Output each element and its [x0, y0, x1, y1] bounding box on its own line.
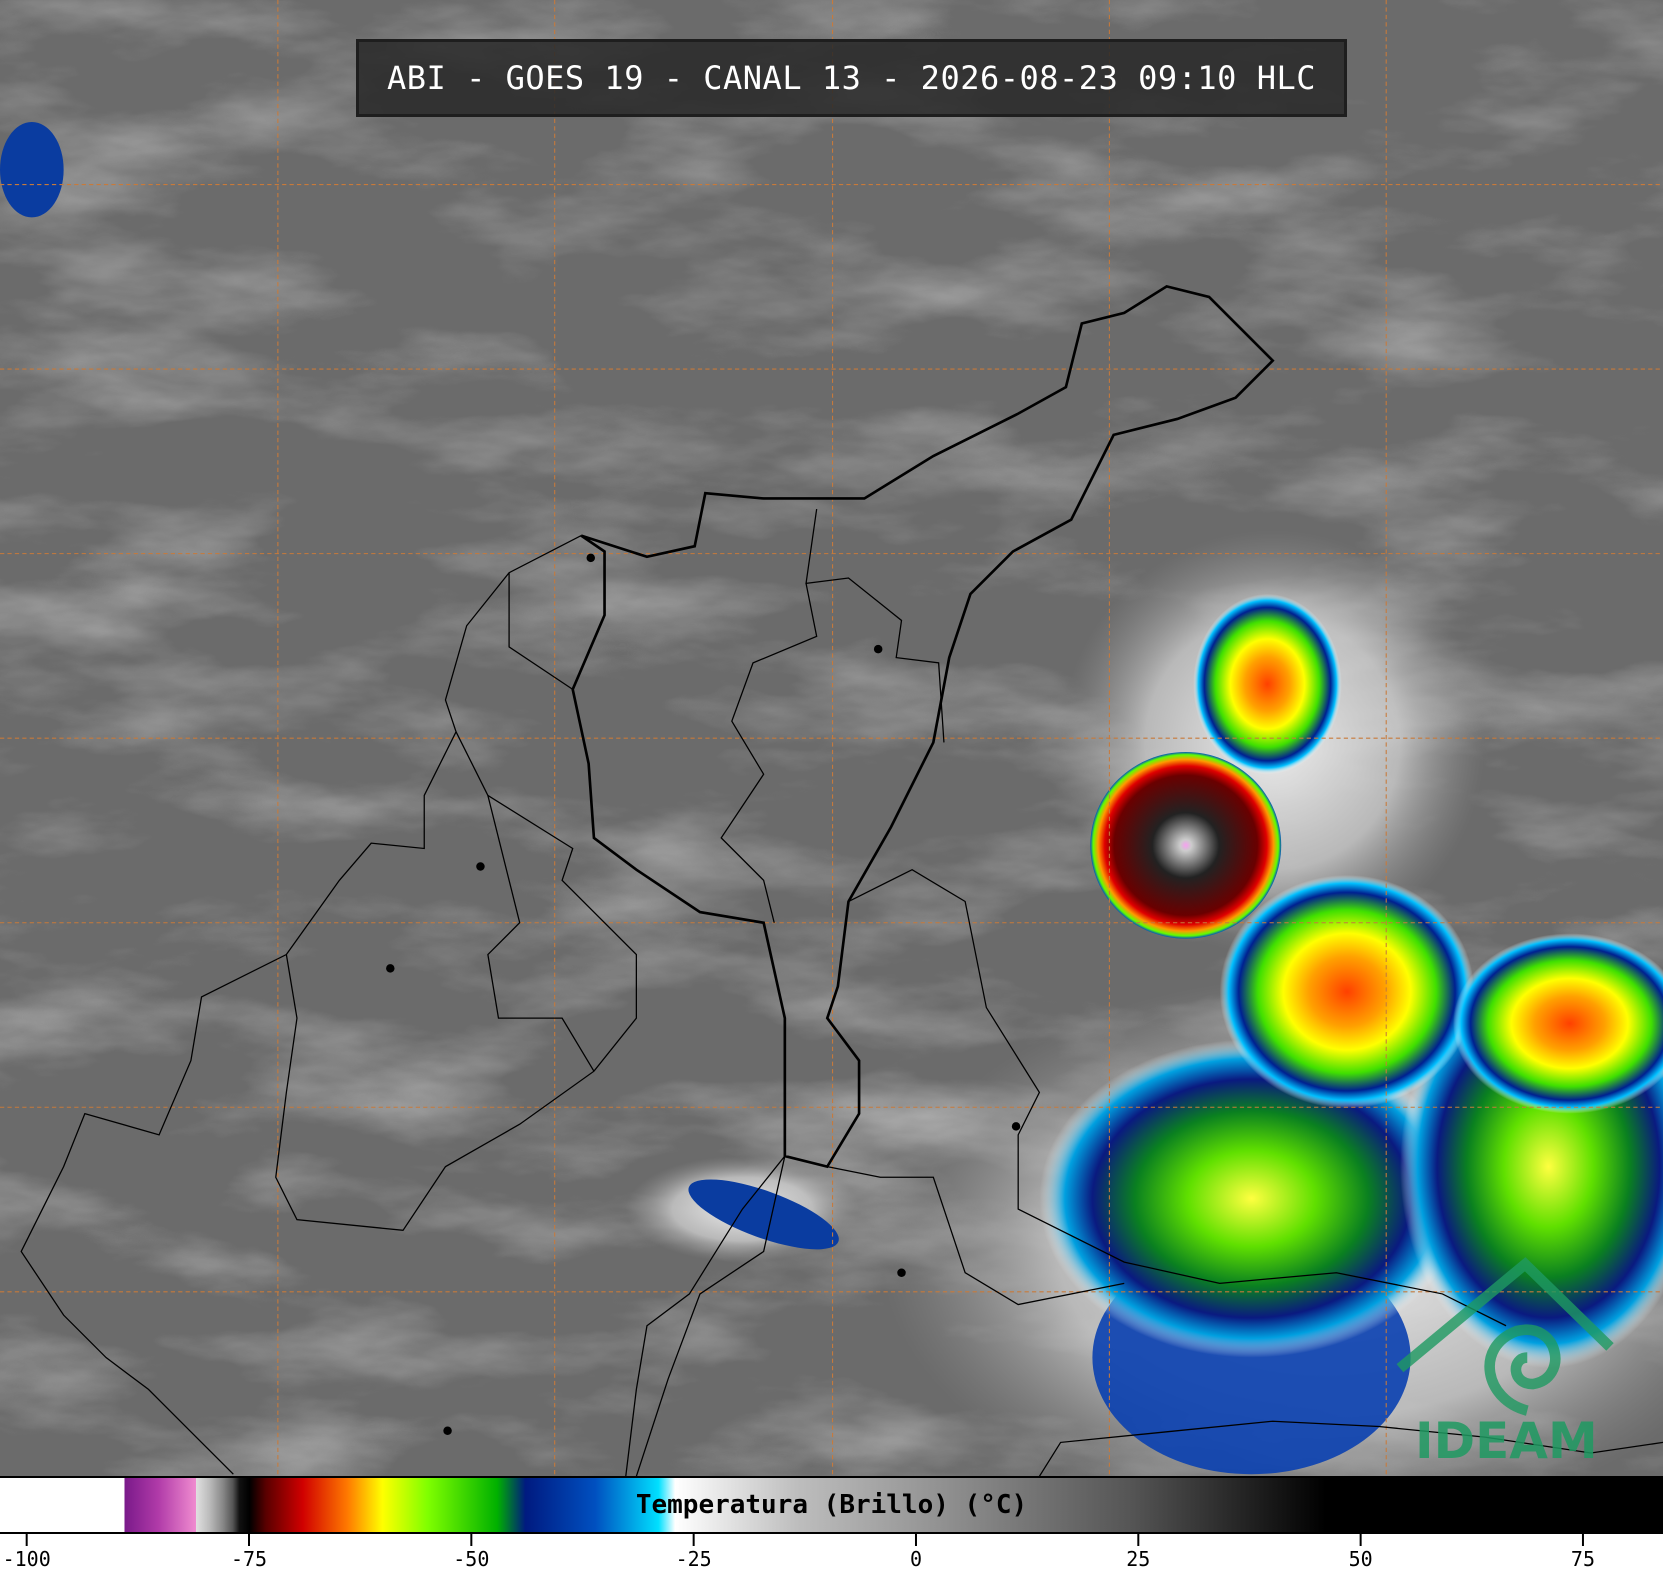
graticule	[0, 0, 1663, 1476]
map-layers	[0, 0, 1663, 1476]
tick-label: -50	[453, 1547, 489, 1571]
storm-cell	[0, 121, 64, 218]
storm-cell	[1193, 593, 1342, 775]
storm-cell	[688, 1179, 839, 1250]
boundaries	[20, 284, 1663, 1476]
tick-label: -25	[676, 1547, 712, 1571]
tick-label: 50	[1349, 1547, 1373, 1571]
tick-label: -100	[3, 1547, 51, 1571]
title: ABI - GOES 19 - CANAL 13 - 2026-08-23 09…	[387, 59, 1316, 97]
city-markers	[386, 553, 1021, 1435]
tick-label: -75	[231, 1547, 267, 1571]
title-banner: ABI - GOES 19 - CANAL 13 - 2026-08-23 09…	[356, 39, 1347, 117]
colorbar	[0, 1476, 1663, 1534]
storm-cell	[1453, 933, 1663, 1114]
tick-label: 0	[910, 1547, 922, 1571]
storm-cell	[1219, 874, 1475, 1109]
storm-cell	[1039, 1039, 1464, 1358]
logo-emblem	[1396, 1257, 1614, 1416]
logo-text: IDEAM	[1415, 1412, 1598, 1470]
satellite-map	[0, 0, 1663, 1476]
colorbar-label: Temperatura (Brillo) (°C)	[635, 1490, 1028, 1520]
tick-label: 25	[1126, 1547, 1150, 1571]
tick-label: 75	[1571, 1547, 1595, 1571]
colorbar-axis: -100 -75 -50 -25 0 25 50 75	[3, 1534, 1595, 1571]
storm-core	[1090, 751, 1282, 939]
